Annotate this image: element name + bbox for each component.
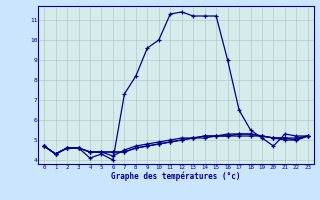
X-axis label: Graphe des températures (°c): Graphe des températures (°c)	[111, 171, 241, 181]
